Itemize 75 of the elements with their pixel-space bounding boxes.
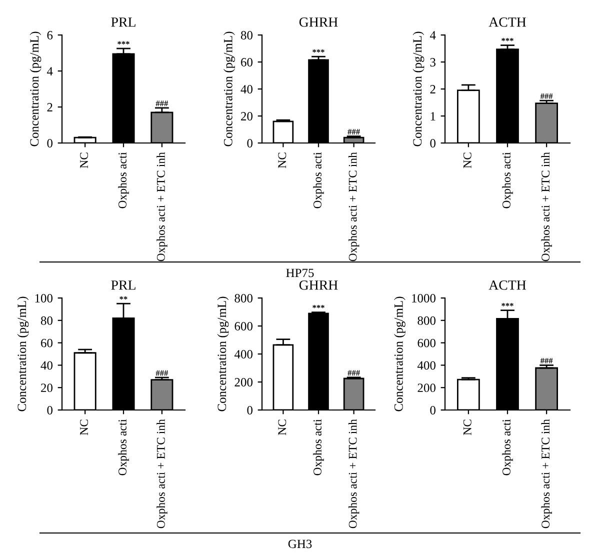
x-tick-label: Oxphos acti [118, 419, 129, 476]
x-tick-label: Oxphos acti + ETC inh [348, 152, 360, 262]
y-axis-title: Concentration (pg/mL) [394, 296, 406, 412]
y-tick-label: 0 [47, 139, 52, 148]
y-tick-label: 400 [234, 350, 252, 358]
y-tick-label: 40 [240, 85, 252, 94]
y-tick-label: 4 [46, 67, 53, 76]
x-tick-label: NC [278, 152, 286, 168]
y-axis-title: Concentration (pg/mL) [224, 32, 235, 146]
y-tick-label: 80 [40, 316, 52, 325]
x-tick-label: Oxphos acti [502, 152, 513, 208]
y-tick-label: 0 [247, 406, 252, 414]
annotation: ** [120, 296, 128, 300]
annotation: ### [348, 370, 360, 376]
x-tick-label: NC [80, 152, 88, 168]
y-tick-label: 800 [234, 294, 252, 302]
y-tick-label: 4 [430, 31, 436, 40]
y-tick-label: 2 [47, 103, 52, 112]
y-tick-label: 80 [240, 31, 252, 40]
x-tick-label: NC [80, 420, 88, 436]
annotation: *** [502, 303, 514, 306]
y-tick-label: 20 [241, 112, 252, 120]
x-tick-label: Oxphos acti + ETC inh [156, 419, 168, 528]
y-tick-label: 3 [430, 58, 436, 66]
annotation: ### [540, 358, 553, 364]
annotation: *** [312, 305, 324, 308]
y-tick-label: 40 [40, 361, 52, 370]
x-tick-label: Oxphos acti [313, 419, 324, 476]
y-tick-label: 1000 [412, 294, 436, 302]
y-tick-label: 200 [234, 378, 252, 386]
annotation: *** [502, 38, 514, 42]
y-tick-label: 600 [234, 322, 252, 330]
text: GH3 [288, 540, 312, 548]
x-tick-label: Oxphos acti [118, 152, 129, 208]
annotation: *** [118, 41, 130, 44]
annotation: ### [156, 370, 168, 376]
x-tick-label: Oxphos acti + ETC inh [348, 419, 360, 528]
y-axis-title: Concentration (pg/mL) [17, 296, 29, 412]
y-tick-label: 0 [247, 139, 252, 148]
y-tick-label: 2 [430, 85, 436, 94]
annotation: *** [312, 49, 324, 52]
chart-title: PRL [111, 280, 136, 290]
annotation: ### [348, 129, 360, 134]
x-tick-label: Oxphos acti [502, 419, 513, 476]
y-tick-label: 60 [41, 338, 52, 348]
y-axis-title: Concentration (pg/mL) [217, 296, 229, 412]
chart-title: GHRH [299, 280, 338, 290]
y-axis-title: Concentration (pg/mL) [412, 32, 424, 146]
y-tick-label: 1 [430, 112, 436, 120]
chart-title: GHRH [299, 17, 338, 27]
y-tick-label: 400 [417, 361, 436, 370]
annotation: ### [540, 93, 553, 99]
y-tick-label: 200 [418, 384, 436, 392]
chart-title: PRL [111, 18, 136, 27]
chart-title: ACTH [488, 17, 526, 27]
x-tick-label: NC [463, 152, 472, 168]
text: HP75 [286, 268, 314, 278]
y-tick-label: 60 [241, 58, 252, 66]
x-tick-label: Oxphos acti + ETC inh [541, 152, 552, 262]
y-tick-label: 600 [418, 338, 436, 348]
annotation: ### [156, 100, 168, 106]
y-tick-label: 0 [47, 406, 52, 414]
y-tick-label: 100 [35, 294, 52, 302]
x-tick-label: NC [278, 420, 286, 436]
y-axis-title: Concentration (pg/mL) [30, 32, 42, 146]
y-tick-label: 800 [418, 316, 436, 325]
y-tick-label: 0 [430, 139, 436, 148]
x-tick-label: NC [463, 420, 472, 436]
y-tick-label: 0 [430, 406, 436, 414]
y-tick-label: 6 [47, 31, 53, 40]
x-tick-label: Oxphos acti + ETC inh [156, 152, 168, 262]
chart-title: ACTH [488, 280, 526, 290]
y-tick-label: 20 [41, 384, 52, 392]
x-tick-label: Oxphos acti + ETC inh [541, 419, 552, 528]
x-tick-label: Oxphos acti [313, 152, 324, 208]
